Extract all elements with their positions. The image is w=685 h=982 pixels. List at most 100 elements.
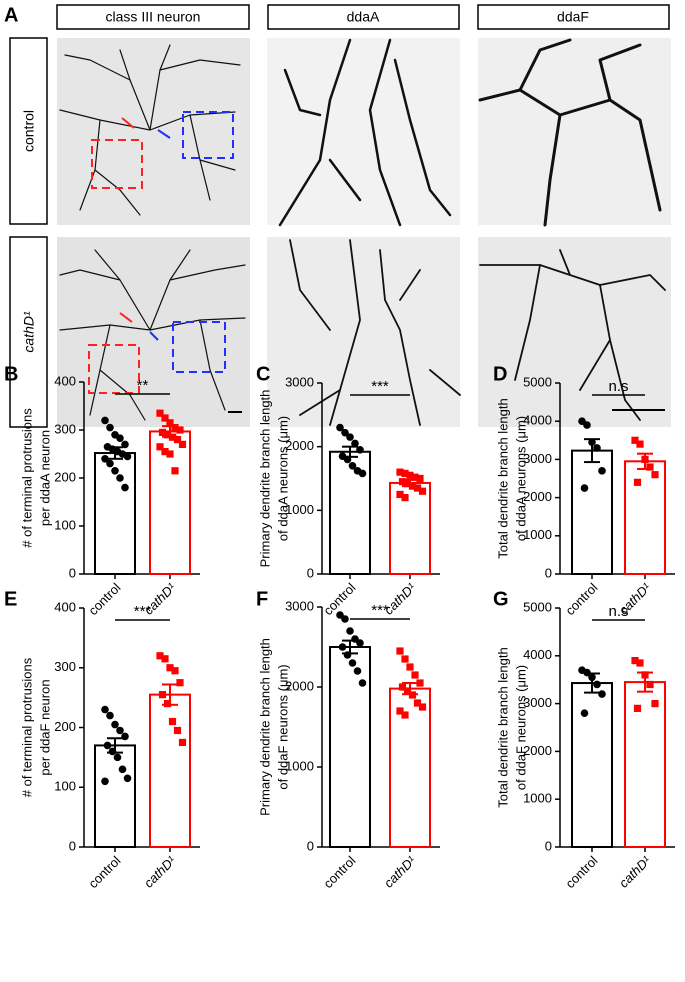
data-point (631, 436, 639, 444)
data-point (646, 463, 654, 471)
bar (571, 449, 613, 576)
data-point (396, 707, 404, 715)
y-axis-label: Total dendrite branch length (495, 647, 510, 807)
data-point (651, 700, 659, 708)
data-point (166, 419, 174, 427)
y-tick-label: 400 (54, 599, 76, 614)
data-point (413, 699, 422, 707)
arrow (157, 129, 171, 139)
data-point (348, 659, 357, 667)
panel-label: D (493, 363, 507, 385)
data-point (398, 683, 407, 691)
x-tick-label: cathD¹ (141, 852, 179, 890)
data-point (168, 717, 177, 726)
data-point (413, 484, 422, 492)
data-point (173, 436, 182, 444)
data-point (636, 659, 644, 667)
data-point (583, 421, 591, 429)
data-point (401, 655, 409, 663)
y-tick-label: 100 (54, 779, 76, 794)
data-point (401, 494, 409, 502)
data-point (166, 450, 174, 458)
data-point (111, 720, 119, 729)
y-tick-label: 1000 (523, 791, 552, 806)
data-point (646, 680, 654, 689)
data-point (396, 647, 404, 655)
y-tick-label: 1000 (285, 758, 314, 773)
significance-label: *** (371, 378, 389, 395)
data-point (336, 423, 344, 432)
micrograph (57, 237, 250, 427)
column-header: ddaA (347, 9, 380, 25)
y-tick-label: 3000 (523, 695, 552, 710)
data-point (163, 700, 172, 708)
y-tick-label: 0 (69, 838, 76, 853)
data-point (123, 452, 132, 461)
header-box (56, 4, 250, 30)
x-tick-label: control (85, 580, 123, 618)
data-point (121, 483, 129, 492)
data-point (593, 444, 601, 452)
x-tick-label: control (562, 580, 600, 618)
data-point (358, 679, 367, 687)
data-point (161, 414, 169, 422)
panel-label: F (256, 588, 268, 610)
data-point (101, 777, 109, 786)
arrow (119, 312, 133, 323)
micrograph (57, 38, 250, 225)
x-tick-label: cathD¹ (381, 852, 419, 890)
data-point (356, 639, 364, 647)
y-tick-label: 4000 (523, 413, 552, 428)
data-point (116, 434, 124, 442)
data-point (631, 656, 639, 665)
bar (389, 687, 431, 848)
data-point (580, 484, 589, 492)
data-point (161, 655, 169, 663)
y-tick-label: 300 (54, 659, 76, 674)
data-point (103, 741, 112, 750)
y-axis-label: Primary dendrite branch length (257, 638, 272, 816)
x-tick-label: control (562, 853, 600, 891)
data-point (406, 663, 414, 671)
data-point (353, 667, 362, 675)
data-point (403, 687, 412, 695)
significance-label: n.s (608, 603, 628, 620)
bar (94, 744, 136, 848)
y-axis-label: of ddaF neurons (μm) (513, 665, 528, 790)
data-point (396, 490, 404, 499)
y-tick-label: 100 (54, 517, 76, 532)
panel-label: G (493, 588, 509, 610)
data-point (396, 468, 404, 476)
y-tick-label: 0 (545, 838, 552, 853)
significance-label: ** (137, 377, 149, 394)
y-tick-label: 200 (54, 469, 76, 484)
roi-box (182, 111, 234, 159)
data-point (338, 643, 347, 651)
y-axis-label: Total dendrite branch length (495, 398, 510, 558)
data-point (163, 431, 172, 439)
y-tick-label: 0 (545, 565, 552, 580)
y-tick-label: 3000 (523, 451, 552, 466)
data-point (158, 428, 167, 436)
data-point (598, 467, 606, 475)
data-point (403, 479, 412, 488)
data-point (348, 461, 357, 470)
significance-label: *** (371, 602, 389, 619)
y-axis-label: # of terminal protrusions (19, 408, 34, 548)
roi-box (172, 321, 226, 373)
y-axis-label: # of terminal protrusions (19, 657, 34, 797)
roi-box (91, 139, 143, 189)
dendrites (59, 249, 246, 421)
data-point (171, 467, 179, 475)
data-point (156, 443, 164, 451)
data-point (341, 428, 349, 437)
bar (571, 682, 613, 849)
micrograph (478, 38, 671, 225)
bar (389, 481, 431, 575)
data-point (171, 424, 179, 432)
data-point (111, 467, 119, 475)
y-tick-label: 2000 (285, 438, 314, 453)
arrow (121, 117, 135, 129)
data-point (106, 459, 114, 468)
